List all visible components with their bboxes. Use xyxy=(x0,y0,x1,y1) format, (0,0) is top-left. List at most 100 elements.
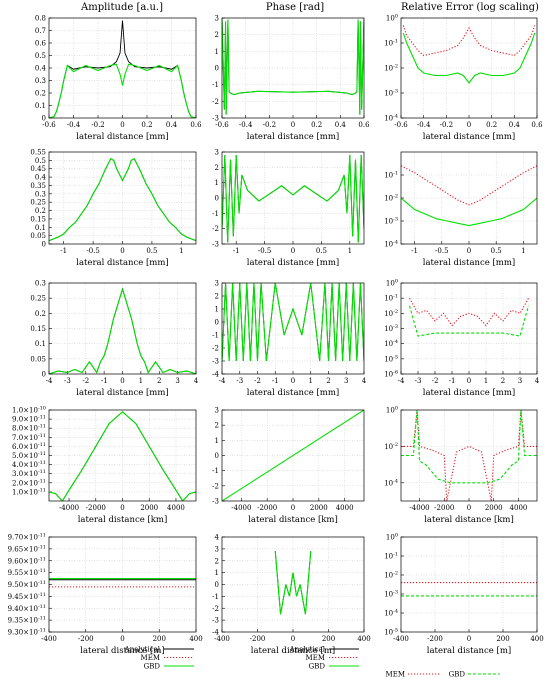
series-line-gbd xyxy=(49,411,196,501)
panel-grid: -0.6 -0.4 -0.2 0 0.2 0.4 0.600.10.20.30.40.50.… xyxy=(8,14,544,657)
x-tick-label: 400 xyxy=(530,635,543,643)
x-tick-label: 1 xyxy=(521,247,525,255)
series-group xyxy=(401,582,537,597)
x-tick-label: 2 xyxy=(157,377,161,385)
x-tick-label: 2 xyxy=(501,377,505,385)
y-tick-label: 6.0×10-11 xyxy=(12,442,46,451)
y-tick-label: 100 xyxy=(386,406,398,415)
y-tick-label: 10-2 xyxy=(384,442,398,451)
x-tick-label: 0.2 xyxy=(311,121,322,129)
x-tick-label: -1 xyxy=(411,247,418,255)
x-tick-label: 200 xyxy=(153,635,166,643)
x-tick-label: -0.5 xyxy=(86,247,100,255)
y-tick-label: 0.55 xyxy=(30,149,46,157)
series-group xyxy=(408,297,530,337)
y-tick-label: 2 xyxy=(215,31,219,39)
y-tick-label: 10-4 xyxy=(384,114,398,123)
x-tick-label: 0.5 xyxy=(146,247,157,255)
x-tick-label: -2000 xyxy=(434,504,454,512)
y-tick-label: 100 xyxy=(386,279,398,288)
y-tick-label: 0.4 xyxy=(35,65,47,73)
series-group xyxy=(402,25,536,84)
x-tick-label: 1 xyxy=(484,377,488,385)
x-tick-label: -4000 xyxy=(409,504,429,512)
x-tick-label: 1 xyxy=(179,247,183,255)
y-tick-label: 0.2 xyxy=(35,310,46,318)
y-tick-label: 10-5 xyxy=(384,628,398,637)
y-tick-label: 10-4 xyxy=(384,240,398,249)
series-line-analytical xyxy=(222,155,364,243)
x-axis-label: lateral distance [mm] xyxy=(247,132,340,142)
y-tick-label: -2 xyxy=(212,225,219,233)
x-tick-label: 0 xyxy=(120,121,124,129)
legend-entry-label: GBD xyxy=(309,663,326,671)
y-tick-label: 4.0×10-11 xyxy=(12,460,46,469)
y-tick-label: 9.70×10-11 xyxy=(8,533,46,542)
plot-frame xyxy=(400,282,538,375)
x-tick-label: 0.6 xyxy=(531,121,543,129)
y-tick-label: 10-3 xyxy=(384,590,398,599)
series-line-gbd xyxy=(222,410,364,501)
series-line-mem xyxy=(402,25,536,57)
y-tick-label: 9.45×10-11 xyxy=(8,592,46,601)
x-axis-label: lateral distance [mm] xyxy=(247,388,340,398)
x-tick-label: 3 xyxy=(175,377,179,385)
x-tick-label: -4 xyxy=(219,377,226,385)
series-line-mem xyxy=(401,165,537,206)
x-tick-label: 0 xyxy=(120,635,124,643)
series-line-gbd xyxy=(408,305,530,337)
x-tick-label: 1 xyxy=(139,377,143,385)
y-tick-label: 10-5 xyxy=(384,354,398,363)
x-tick-label: -1 xyxy=(60,247,67,255)
x-axis-label: lateral distance [mm] xyxy=(423,132,516,142)
y-tick-label: 0 xyxy=(215,581,219,589)
y-tick-label: 0.5 xyxy=(35,52,46,60)
y-tick-label: -2 xyxy=(212,345,219,353)
x-tick-label: -200 xyxy=(250,635,266,643)
x-tick-label: -4 xyxy=(398,377,405,385)
x-tick-label: -2 xyxy=(254,377,261,385)
y-tick-label: 10-3 xyxy=(384,217,398,226)
y-tick-label: 0.2 xyxy=(35,90,46,98)
legend-entry-label: GBD xyxy=(144,663,161,671)
legend-entry-label: MEM xyxy=(141,654,160,662)
x-tick-label: 0 xyxy=(467,121,471,129)
y-tick-label: 10-1 xyxy=(384,171,398,180)
y-tick-label: 0.15 xyxy=(30,325,46,333)
x-tick-label: 0.2 xyxy=(486,121,497,129)
legend-3: MEM GBD xyxy=(386,671,500,679)
y-tick-label: 0 xyxy=(42,115,46,123)
y-tick-label: 9.55×10-11 xyxy=(8,568,46,577)
y-tick-label: -3 xyxy=(212,241,219,249)
series-group xyxy=(49,287,196,374)
plot-frame xyxy=(400,536,538,633)
x-tick-label: -1 xyxy=(449,377,456,385)
plot-frame xyxy=(221,282,365,375)
y-tick-label: 10-1 xyxy=(384,39,398,48)
y-tick-label: 3 xyxy=(215,149,219,157)
y-tick-label: 8.0×10-11 xyxy=(12,424,46,433)
x-axis-label: lateral distance [km] xyxy=(248,515,338,525)
x-tick-label: -0.5 xyxy=(435,247,449,255)
x-tick-label: -0.2 xyxy=(91,121,105,129)
series-line-gbd xyxy=(49,63,196,118)
y-tick-label: -1 xyxy=(212,467,219,475)
plot-frame xyxy=(48,282,197,375)
x-tick-label: -0.4 xyxy=(67,121,81,129)
x-tick-label: 2000 xyxy=(485,504,503,512)
x-tick-label: -4000 xyxy=(59,504,79,512)
chart-panel-r2c3: -1 -0.5 0 0.5 1 10-4 10-3 10-2 10-1 lateral dista… xyxy=(384,151,538,268)
y-tick-label: 10-3 xyxy=(384,89,398,98)
y-tick-label: 3 xyxy=(215,15,219,23)
y-tick-label: 10-6 xyxy=(384,370,398,379)
series-group xyxy=(401,410,537,501)
x-tick-label: 0.4 xyxy=(335,121,347,129)
series-group xyxy=(49,20,196,118)
y-tick-label: 0.3 xyxy=(35,77,46,85)
series-group xyxy=(222,155,364,243)
x-tick-label: 0.6 xyxy=(358,121,370,129)
